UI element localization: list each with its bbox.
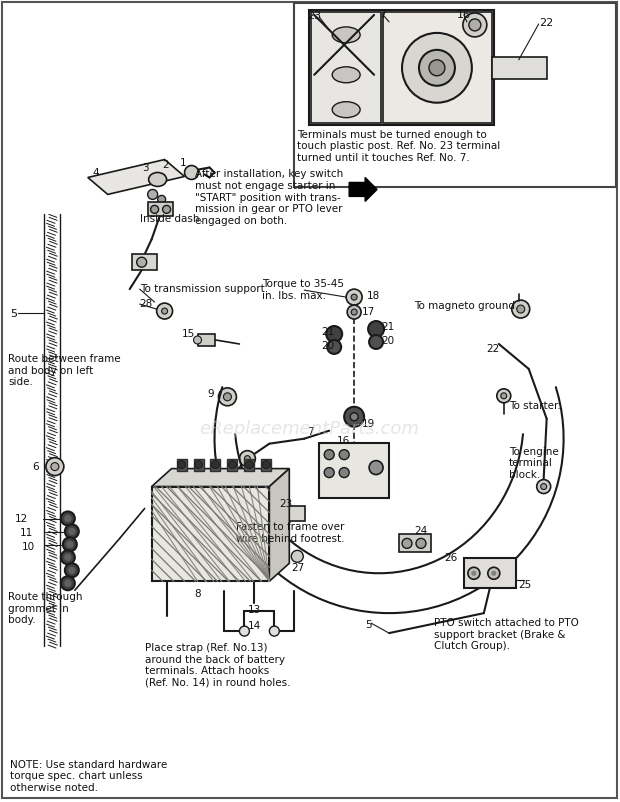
Circle shape — [402, 33, 472, 103]
Text: 12: 12 — [15, 514, 29, 525]
Text: 24: 24 — [414, 526, 427, 537]
Circle shape — [177, 460, 185, 468]
Text: 13: 13 — [247, 606, 260, 615]
Bar — [177, 459, 187, 471]
Polygon shape — [269, 468, 290, 581]
Circle shape — [429, 60, 445, 75]
Circle shape — [368, 321, 384, 337]
Circle shape — [537, 480, 551, 493]
Circle shape — [347, 305, 361, 319]
Text: Inside dash.: Inside dash. — [140, 214, 203, 225]
Circle shape — [162, 308, 167, 314]
Text: After installation, key switch
must not engage starter in
"START" position with : After installation, key switch must not … — [195, 169, 343, 226]
Circle shape — [351, 294, 357, 300]
Circle shape — [369, 460, 383, 475]
Circle shape — [497, 389, 511, 403]
Circle shape — [244, 456, 250, 462]
Text: 1: 1 — [180, 157, 186, 168]
Text: NOTE: Use standard hardware
torque spec. chart unless
otherwise noted.: NOTE: Use standard hardware torque spec.… — [10, 759, 167, 793]
Text: 28: 28 — [140, 299, 153, 309]
Circle shape — [63, 537, 77, 551]
Circle shape — [69, 529, 75, 534]
Text: Route between frame
and body on left
side.: Route between frame and body on left sid… — [8, 354, 121, 387]
Circle shape — [339, 468, 349, 477]
Circle shape — [136, 257, 147, 267]
Circle shape — [239, 626, 249, 636]
Circle shape — [67, 541, 73, 547]
Polygon shape — [88, 160, 185, 194]
Text: 21: 21 — [381, 322, 394, 332]
Circle shape — [61, 550, 75, 565]
Circle shape — [541, 484, 547, 489]
Circle shape — [512, 300, 529, 318]
Text: Fasten to frame over
wire behind footrest.: Fasten to frame over wire behind footres… — [236, 522, 345, 544]
Text: To engine
terminal
block.: To engine terminal block. — [509, 447, 559, 480]
Circle shape — [61, 577, 75, 590]
Bar — [383, 12, 492, 123]
Text: 15: 15 — [182, 329, 195, 339]
Text: 23: 23 — [280, 499, 293, 508]
Bar — [311, 12, 381, 123]
Text: Torque to 35-45
in. lbs. max.: Torque to 35-45 in. lbs. max. — [262, 279, 344, 301]
Text: Terminals must be turned enough to
touch plastic post. Ref. No. 23 terminal
turn: Terminals must be turned enough to touch… — [297, 130, 500, 163]
Circle shape — [246, 460, 254, 468]
Circle shape — [492, 571, 496, 575]
Circle shape — [339, 450, 349, 460]
Circle shape — [151, 205, 159, 213]
Text: Place strap (Ref. No.13)
around the back of battery
terminals. Attach hooks
(Ref: Place strap (Ref. No.13) around the back… — [144, 643, 290, 688]
Bar — [294, 3, 616, 188]
Circle shape — [65, 563, 79, 577]
Text: 7: 7 — [308, 427, 314, 437]
Text: 22: 22 — [539, 18, 553, 28]
Text: 9: 9 — [208, 389, 214, 399]
Circle shape — [324, 468, 334, 477]
Text: 16: 16 — [337, 435, 350, 446]
Text: 22: 22 — [486, 344, 499, 354]
Bar — [228, 459, 237, 471]
Text: 4: 4 — [93, 168, 99, 179]
Text: 5: 5 — [365, 620, 372, 630]
Circle shape — [157, 196, 166, 204]
Circle shape — [344, 407, 364, 427]
Text: 17: 17 — [362, 307, 375, 317]
Text: 19: 19 — [362, 419, 375, 429]
Circle shape — [162, 205, 170, 213]
Circle shape — [350, 413, 358, 421]
Text: 16: 16 — [457, 10, 471, 20]
Text: 18: 18 — [367, 291, 380, 301]
Circle shape — [193, 336, 202, 344]
Circle shape — [463, 13, 487, 37]
Text: 20: 20 — [321, 341, 334, 351]
Circle shape — [269, 626, 280, 636]
Polygon shape — [349, 177, 377, 201]
Text: 3: 3 — [143, 163, 149, 172]
Circle shape — [472, 571, 476, 575]
Text: To starter.: To starter. — [509, 401, 560, 411]
Bar — [210, 459, 221, 471]
Text: 25: 25 — [519, 581, 532, 590]
Circle shape — [326, 326, 342, 342]
Text: eReplacementParts.com: eReplacementParts.com — [199, 419, 419, 438]
Circle shape — [239, 451, 255, 467]
Text: 23: 23 — [308, 11, 321, 21]
Text: 2: 2 — [162, 160, 169, 169]
Ellipse shape — [332, 102, 360, 118]
Text: 11: 11 — [20, 529, 33, 538]
Bar — [193, 459, 203, 471]
Text: C: C — [354, 182, 362, 192]
Text: 5: 5 — [10, 309, 17, 319]
Text: PTO switch attached to PTO
support bracket (Brake &
Clutch Group).: PTO switch attached to PTO support brack… — [434, 618, 579, 651]
Ellipse shape — [332, 27, 360, 43]
Bar — [244, 459, 254, 471]
Polygon shape — [152, 468, 290, 487]
Circle shape — [65, 554, 71, 561]
Circle shape — [369, 335, 383, 349]
Text: 10: 10 — [22, 542, 35, 553]
Text: 27: 27 — [291, 563, 304, 573]
Text: 7: 7 — [379, 10, 386, 20]
Circle shape — [228, 460, 236, 468]
Bar — [464, 558, 516, 588]
Circle shape — [416, 538, 426, 549]
Circle shape — [51, 463, 59, 471]
Bar — [399, 534, 431, 553]
